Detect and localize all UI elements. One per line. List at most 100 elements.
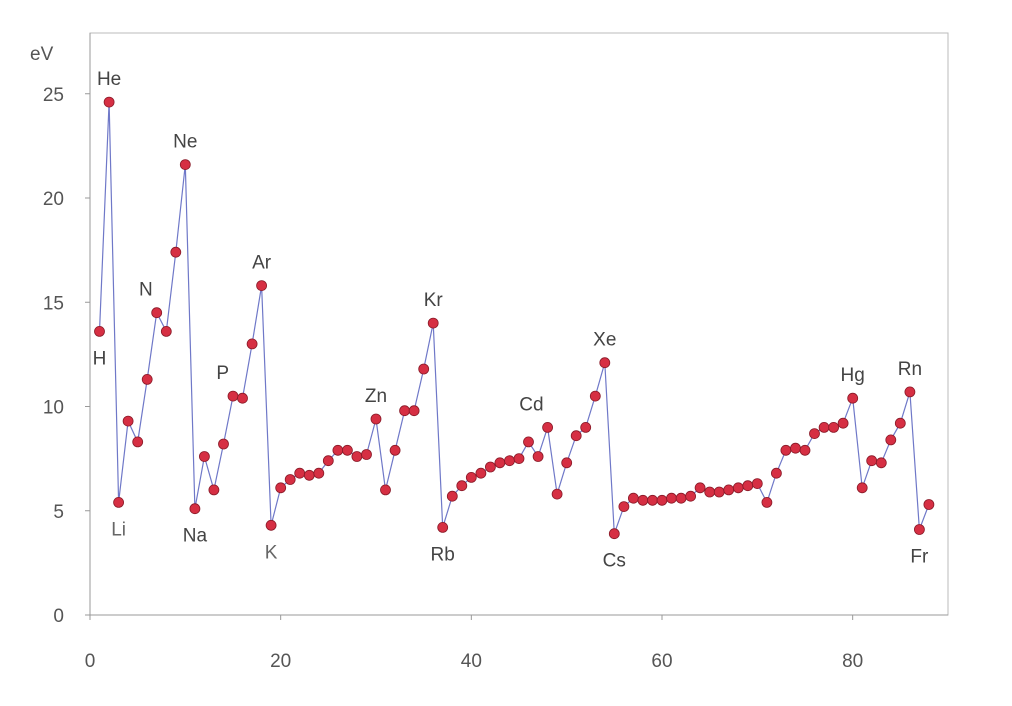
data-point	[132, 436, 144, 448]
data-point	[275, 482, 287, 494]
data-point	[504, 455, 515, 467]
element-label: Xe	[593, 330, 616, 351]
data-point	[694, 482, 706, 494]
data-point	[122, 415, 134, 427]
data-point	[160, 325, 172, 337]
data-point	[628, 492, 639, 504]
data-point	[589, 390, 601, 402]
element-label: Ne	[173, 132, 197, 153]
data-point	[103, 96, 115, 108]
data-point	[856, 482, 868, 494]
data-point	[580, 421, 592, 433]
data-point	[484, 461, 496, 473]
data-point	[647, 494, 658, 506]
data-point	[799, 444, 811, 456]
element-label: Fr	[910, 547, 929, 568]
element-label: N	[139, 280, 153, 301]
data-point	[465, 471, 477, 483]
data-point	[437, 522, 449, 533]
y-tick-label: 5	[53, 502, 64, 523]
data-point	[771, 467, 782, 479]
data-point	[885, 434, 897, 446]
data-point	[380, 484, 391, 496]
element-label: Cd	[519, 394, 543, 415]
data-point	[723, 484, 735, 496]
y-axis-unit-label: eV	[30, 44, 54, 65]
data-point	[494, 457, 506, 469]
data-point	[809, 428, 820, 440]
data-point	[914, 524, 925, 535]
x-tick-label: 80	[842, 651, 863, 672]
x-tick-label: 20	[270, 651, 291, 672]
data-point	[141, 373, 153, 385]
data-point	[790, 442, 801, 454]
data-point	[456, 480, 468, 492]
data-point	[742, 480, 754, 492]
element-label: Hg	[841, 365, 865, 386]
data-point	[713, 486, 725, 498]
data-point	[179, 159, 191, 171]
data-point	[256, 280, 268, 292]
element-label: Rb	[431, 544, 455, 565]
data-point	[866, 455, 878, 467]
data-point	[361, 449, 372, 460]
data-point	[170, 246, 182, 258]
y-axis-ticks: 0 5 10 15 20 25	[43, 85, 90, 627]
data-point	[408, 405, 420, 417]
element-label: Kr	[424, 290, 444, 311]
data-point	[542, 421, 553, 433]
x-tick-label: 40	[461, 651, 482, 672]
data-point	[704, 486, 716, 498]
data-point	[246, 338, 258, 350]
data-point	[189, 503, 201, 515]
data-point	[761, 496, 773, 508]
x-axis-ticks: 0 20 40 60 80	[85, 615, 863, 672]
data-point	[923, 499, 935, 510]
data-point	[322, 455, 334, 467]
data-point	[475, 467, 487, 479]
y-tick-label: 20	[43, 189, 64, 210]
data-point	[818, 421, 830, 433]
data-point	[904, 386, 916, 398]
element-labels: He Ne N Ar P H Li Na K Zn Kr Rb Cd Xe Cs Hg Rn Fr	[93, 69, 929, 572]
data-point	[561, 457, 573, 469]
data-point	[875, 457, 887, 469]
element-label: Cs	[603, 551, 626, 572]
element-label: Li	[111, 519, 126, 540]
y-tick-label: 25	[43, 85, 64, 106]
data-point	[894, 417, 906, 429]
data-point	[780, 444, 792, 456]
data-point	[265, 519, 277, 531]
data-point	[828, 421, 839, 433]
data-point	[151, 307, 163, 319]
data-point	[637, 494, 649, 506]
element-label: P	[216, 363, 229, 384]
data-point	[618, 501, 630, 513]
x-tick-label: 60	[651, 651, 672, 672]
data-point	[313, 467, 325, 479]
data-point	[370, 413, 382, 425]
data-point	[523, 436, 534, 448]
element-label: Rn	[898, 359, 922, 380]
data-point	[837, 417, 849, 429]
data-point	[351, 451, 363, 462]
data-point	[427, 317, 439, 329]
data-point	[113, 496, 124, 508]
data-point	[599, 357, 611, 369]
element-label: He	[97, 69, 121, 90]
data-point	[389, 444, 401, 456]
data-point	[418, 363, 430, 375]
data-point	[608, 528, 620, 540]
data-point	[732, 482, 744, 494]
data-point	[675, 492, 687, 504]
element-label: Ar	[252, 253, 272, 274]
data-point	[532, 451, 544, 462]
data-point	[666, 492, 677, 504]
data-point	[198, 451, 210, 462]
data-point	[332, 444, 344, 456]
x-tick-label: 0	[85, 651, 96, 672]
data-point	[294, 467, 306, 479]
data-point	[446, 490, 458, 502]
data-point	[218, 438, 229, 450]
